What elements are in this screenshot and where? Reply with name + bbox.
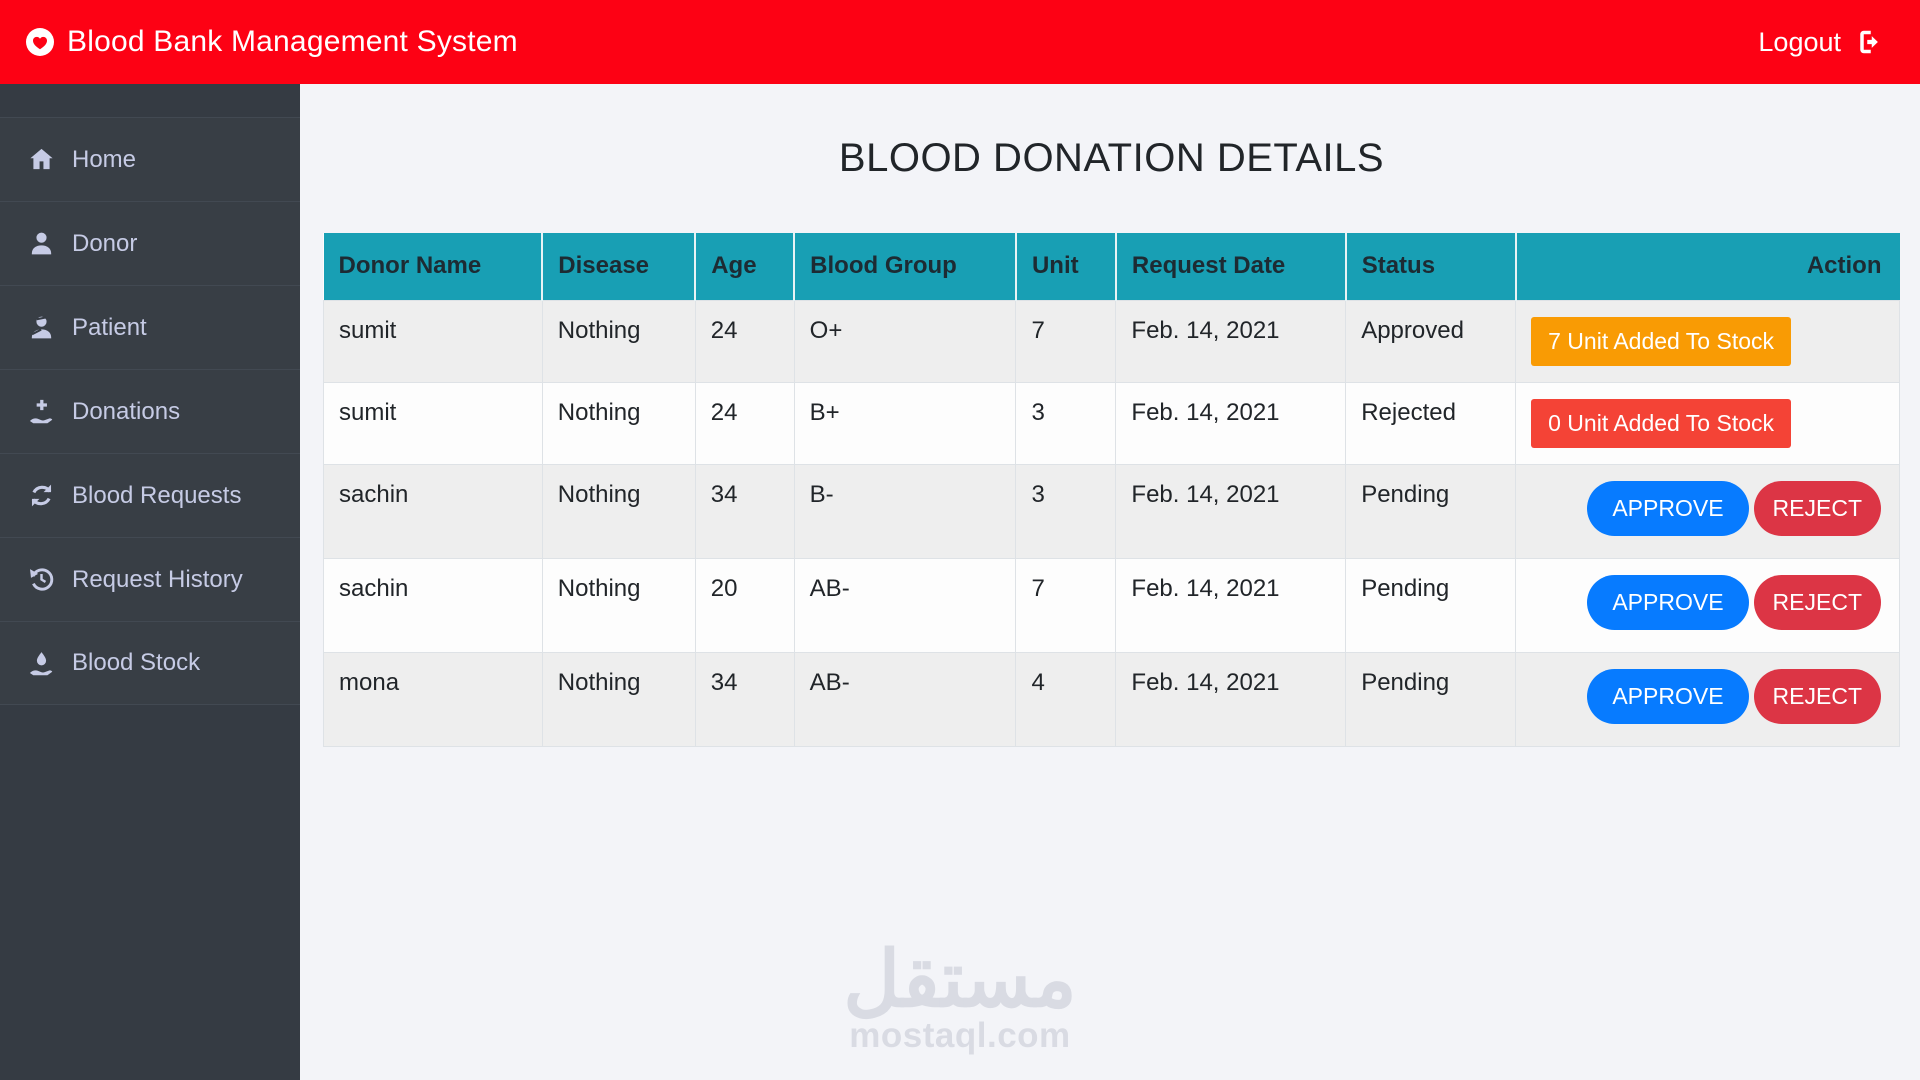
home-icon xyxy=(25,145,57,174)
table-header-row: Donor Name Disease Age Blood Group Unit Reque… xyxy=(323,233,1900,300)
sidebar-item-label: Donor xyxy=(72,229,138,257)
cell-disease: Nothing xyxy=(541,557,696,653)
logout-button[interactable]: Logout xyxy=(1758,27,1885,58)
approve-button[interactable]: APPROVE xyxy=(1587,668,1749,724)
blood-donation-table: Donor Name Disease Age Blood Group Unit Reque… xyxy=(323,233,1900,747)
approve-button[interactable]: APPROVE xyxy=(1587,574,1749,630)
cell-donor-name: sachin xyxy=(323,557,543,653)
cell-unit: 3 xyxy=(1015,463,1117,559)
sidebar-item-blood-stock[interactable]: Blood Stock xyxy=(0,621,300,705)
cell-request-date: Feb. 14, 2021 xyxy=(1115,557,1347,653)
cell-action: APPROVE REJECT xyxy=(1515,463,1900,559)
column-header-disease: Disease xyxy=(541,233,696,300)
column-header-age: Age xyxy=(694,233,795,300)
table-row: sumit Nothing 24 O+ 7 Feb. 14, 2021 Approved 7 … xyxy=(323,299,1900,383)
top-navbar: Blood Bank Management System Logout xyxy=(0,0,1920,84)
cell-age: 34 xyxy=(694,463,795,559)
cell-age: 24 xyxy=(694,381,795,465)
cell-status: Pending xyxy=(1345,557,1517,653)
column-header-status: Status xyxy=(1344,233,1516,300)
cell-blood-group: O+ xyxy=(793,299,1017,383)
main-content: BLOOD DONATION DETAILS Donor Name Disease… xyxy=(300,84,1920,1080)
sidebar-item-label: Request History xyxy=(72,565,243,593)
cell-disease: Nothing xyxy=(541,381,696,465)
cell-donor-name: sumit xyxy=(323,299,543,383)
cell-disease: Nothing xyxy=(541,651,696,747)
app-title: Blood Bank Management System xyxy=(67,25,518,58)
cell-blood-group: B- xyxy=(793,463,1017,559)
cell-status: Approved xyxy=(1345,299,1517,383)
cell-unit: 4 xyxy=(1015,651,1117,747)
cell-request-date: Feb. 14, 2021 xyxy=(1115,463,1347,559)
cell-action: 0 Unit Added To Stock xyxy=(1515,381,1900,465)
column-header-request-date: Request Date xyxy=(1114,233,1346,300)
cell-action: 7 Unit Added To Stock xyxy=(1515,299,1900,383)
cell-unit: 3 xyxy=(1015,381,1117,465)
sidebar-item-patient[interactable]: Patient xyxy=(0,285,300,369)
cell-donor-name: sachin xyxy=(323,463,543,559)
column-header-blood-group: Blood Group xyxy=(793,233,1016,300)
column-header-action: Action xyxy=(1514,233,1900,300)
cell-age: 20 xyxy=(694,557,795,653)
table-row: sumit Nothing 24 B+ 3 Feb. 14, 2021 Rejected 0 … xyxy=(323,381,1900,465)
heart-icon xyxy=(25,27,55,57)
table-row: mona Nothing 34 AB- 4 Feb. 14, 2021 Pending APP… xyxy=(323,651,1900,747)
reject-button[interactable]: REJECT xyxy=(1753,574,1881,630)
cell-blood-group: B+ xyxy=(793,381,1017,465)
stock-status-badge: 7 Unit Added To Stock xyxy=(1531,316,1792,366)
reject-button[interactable]: REJECT xyxy=(1753,480,1881,536)
stock-status-badge: 0 Unit Added To Stock xyxy=(1531,398,1792,448)
sidebar-item-request-history[interactable]: Request History xyxy=(0,537,300,621)
sidebar-nav: Home Donor Patient Donations Blood Requests R… xyxy=(0,117,300,705)
sidebar-item-label: Home xyxy=(72,145,137,173)
cell-blood-group: AB- xyxy=(793,557,1017,653)
sidebar-item-donor[interactable]: Donor xyxy=(0,201,300,285)
cell-age: 34 xyxy=(694,651,795,747)
sidebar-item-label: Donations xyxy=(72,397,181,425)
cell-donor-name: mona xyxy=(323,651,543,747)
hand-holding-water-icon xyxy=(25,649,57,678)
sidebar-item-donations[interactable]: Donations xyxy=(0,369,300,453)
patient-icon xyxy=(25,313,57,342)
sidebar-item-blood-requests[interactable]: Blood Requests xyxy=(0,453,300,537)
cell-age: 24 xyxy=(694,299,795,383)
cell-disease: Nothing xyxy=(541,299,696,383)
sidebar-item-label: Patient xyxy=(72,313,147,341)
sidebar-item-label: Blood Requests xyxy=(72,481,242,509)
table-row: sachin Nothing 34 B- 3 Feb. 14, 2021 Pending AP… xyxy=(323,463,1900,559)
cell-request-date: Feb. 14, 2021 xyxy=(1115,299,1347,383)
user-icon xyxy=(25,229,57,258)
sync-icon xyxy=(25,481,57,510)
cell-status: Pending xyxy=(1345,651,1517,747)
cell-unit: 7 xyxy=(1015,557,1117,653)
cell-request-date: Feb. 14, 2021 xyxy=(1115,651,1347,747)
history-icon xyxy=(25,565,57,594)
page-title: BLOOD DONATION DETAILS xyxy=(838,136,1385,180)
cell-disease: Nothing xyxy=(541,463,696,559)
cell-action: APPROVE REJECT xyxy=(1515,651,1900,747)
cell-status: Rejected xyxy=(1345,381,1517,465)
cell-blood-group: AB- xyxy=(793,651,1017,747)
logout-label: Logout xyxy=(1758,26,1841,57)
cell-request-date: Feb. 14, 2021 xyxy=(1115,381,1347,465)
column-header-donor-name: Donor Name xyxy=(323,233,543,300)
sidebar-item-label: Blood Stock xyxy=(72,649,201,676)
approve-button[interactable]: APPROVE xyxy=(1587,480,1749,536)
cell-status: Pending xyxy=(1345,463,1517,559)
reject-button[interactable]: REJECT xyxy=(1753,668,1881,724)
cell-donor-name: sumit xyxy=(323,381,543,465)
sidebar: Home Donor Patient Donations Blood Requests R… xyxy=(0,84,300,1080)
cell-action: APPROVE REJECT xyxy=(1515,557,1900,653)
brand: Blood Bank Management System xyxy=(25,25,518,59)
column-header-unit: Unit xyxy=(1014,233,1116,300)
cell-unit: 7 xyxy=(1015,299,1117,383)
sign-out-icon xyxy=(1855,27,1885,57)
hand-holding-medical-icon xyxy=(25,397,57,426)
sidebar-item-home[interactable]: Home xyxy=(0,117,300,201)
table-row: sachin Nothing 20 AB- 7 Feb. 14, 2021 Pending A… xyxy=(323,557,1900,653)
